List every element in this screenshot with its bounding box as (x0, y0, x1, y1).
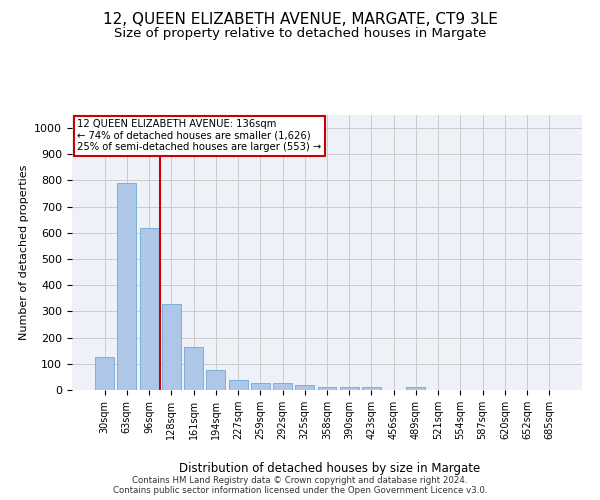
Text: Contains HM Land Registry data © Crown copyright and database right 2024.
Contai: Contains HM Land Registry data © Crown c… (113, 476, 487, 495)
Bar (184, 348, 203, 390)
Bar (95, 358, 114, 390)
Bar (317, 387, 337, 390)
Text: 12, QUEEN ELIZABETH AVENUE, MARGATE, CT9 3LE: 12, QUEEN ELIZABETH AVENUE, MARGATE, CT9… (103, 12, 497, 28)
Bar (118, 183, 136, 390)
Bar (162, 304, 181, 390)
Bar (340, 388, 359, 390)
Text: Size of property relative to detached houses in Margate: Size of property relative to detached ho… (114, 28, 486, 40)
Bar (251, 382, 270, 390)
Text: Distribution of detached houses by size in Margate: Distribution of detached houses by size … (179, 462, 481, 475)
Text: 12 QUEEN ELIZABETH AVENUE: 136sqm
← 74% of detached houses are smaller (1,626)
2: 12 QUEEN ELIZABETH AVENUE: 136sqm ← 74% … (77, 119, 322, 152)
Bar (273, 384, 292, 390)
Y-axis label: Number of detached properties: Number of detached properties (19, 165, 29, 340)
Bar (229, 380, 248, 390)
Bar (140, 228, 158, 390)
Bar (362, 388, 381, 390)
Bar (295, 386, 314, 390)
Bar (406, 388, 425, 390)
Bar (206, 370, 225, 390)
